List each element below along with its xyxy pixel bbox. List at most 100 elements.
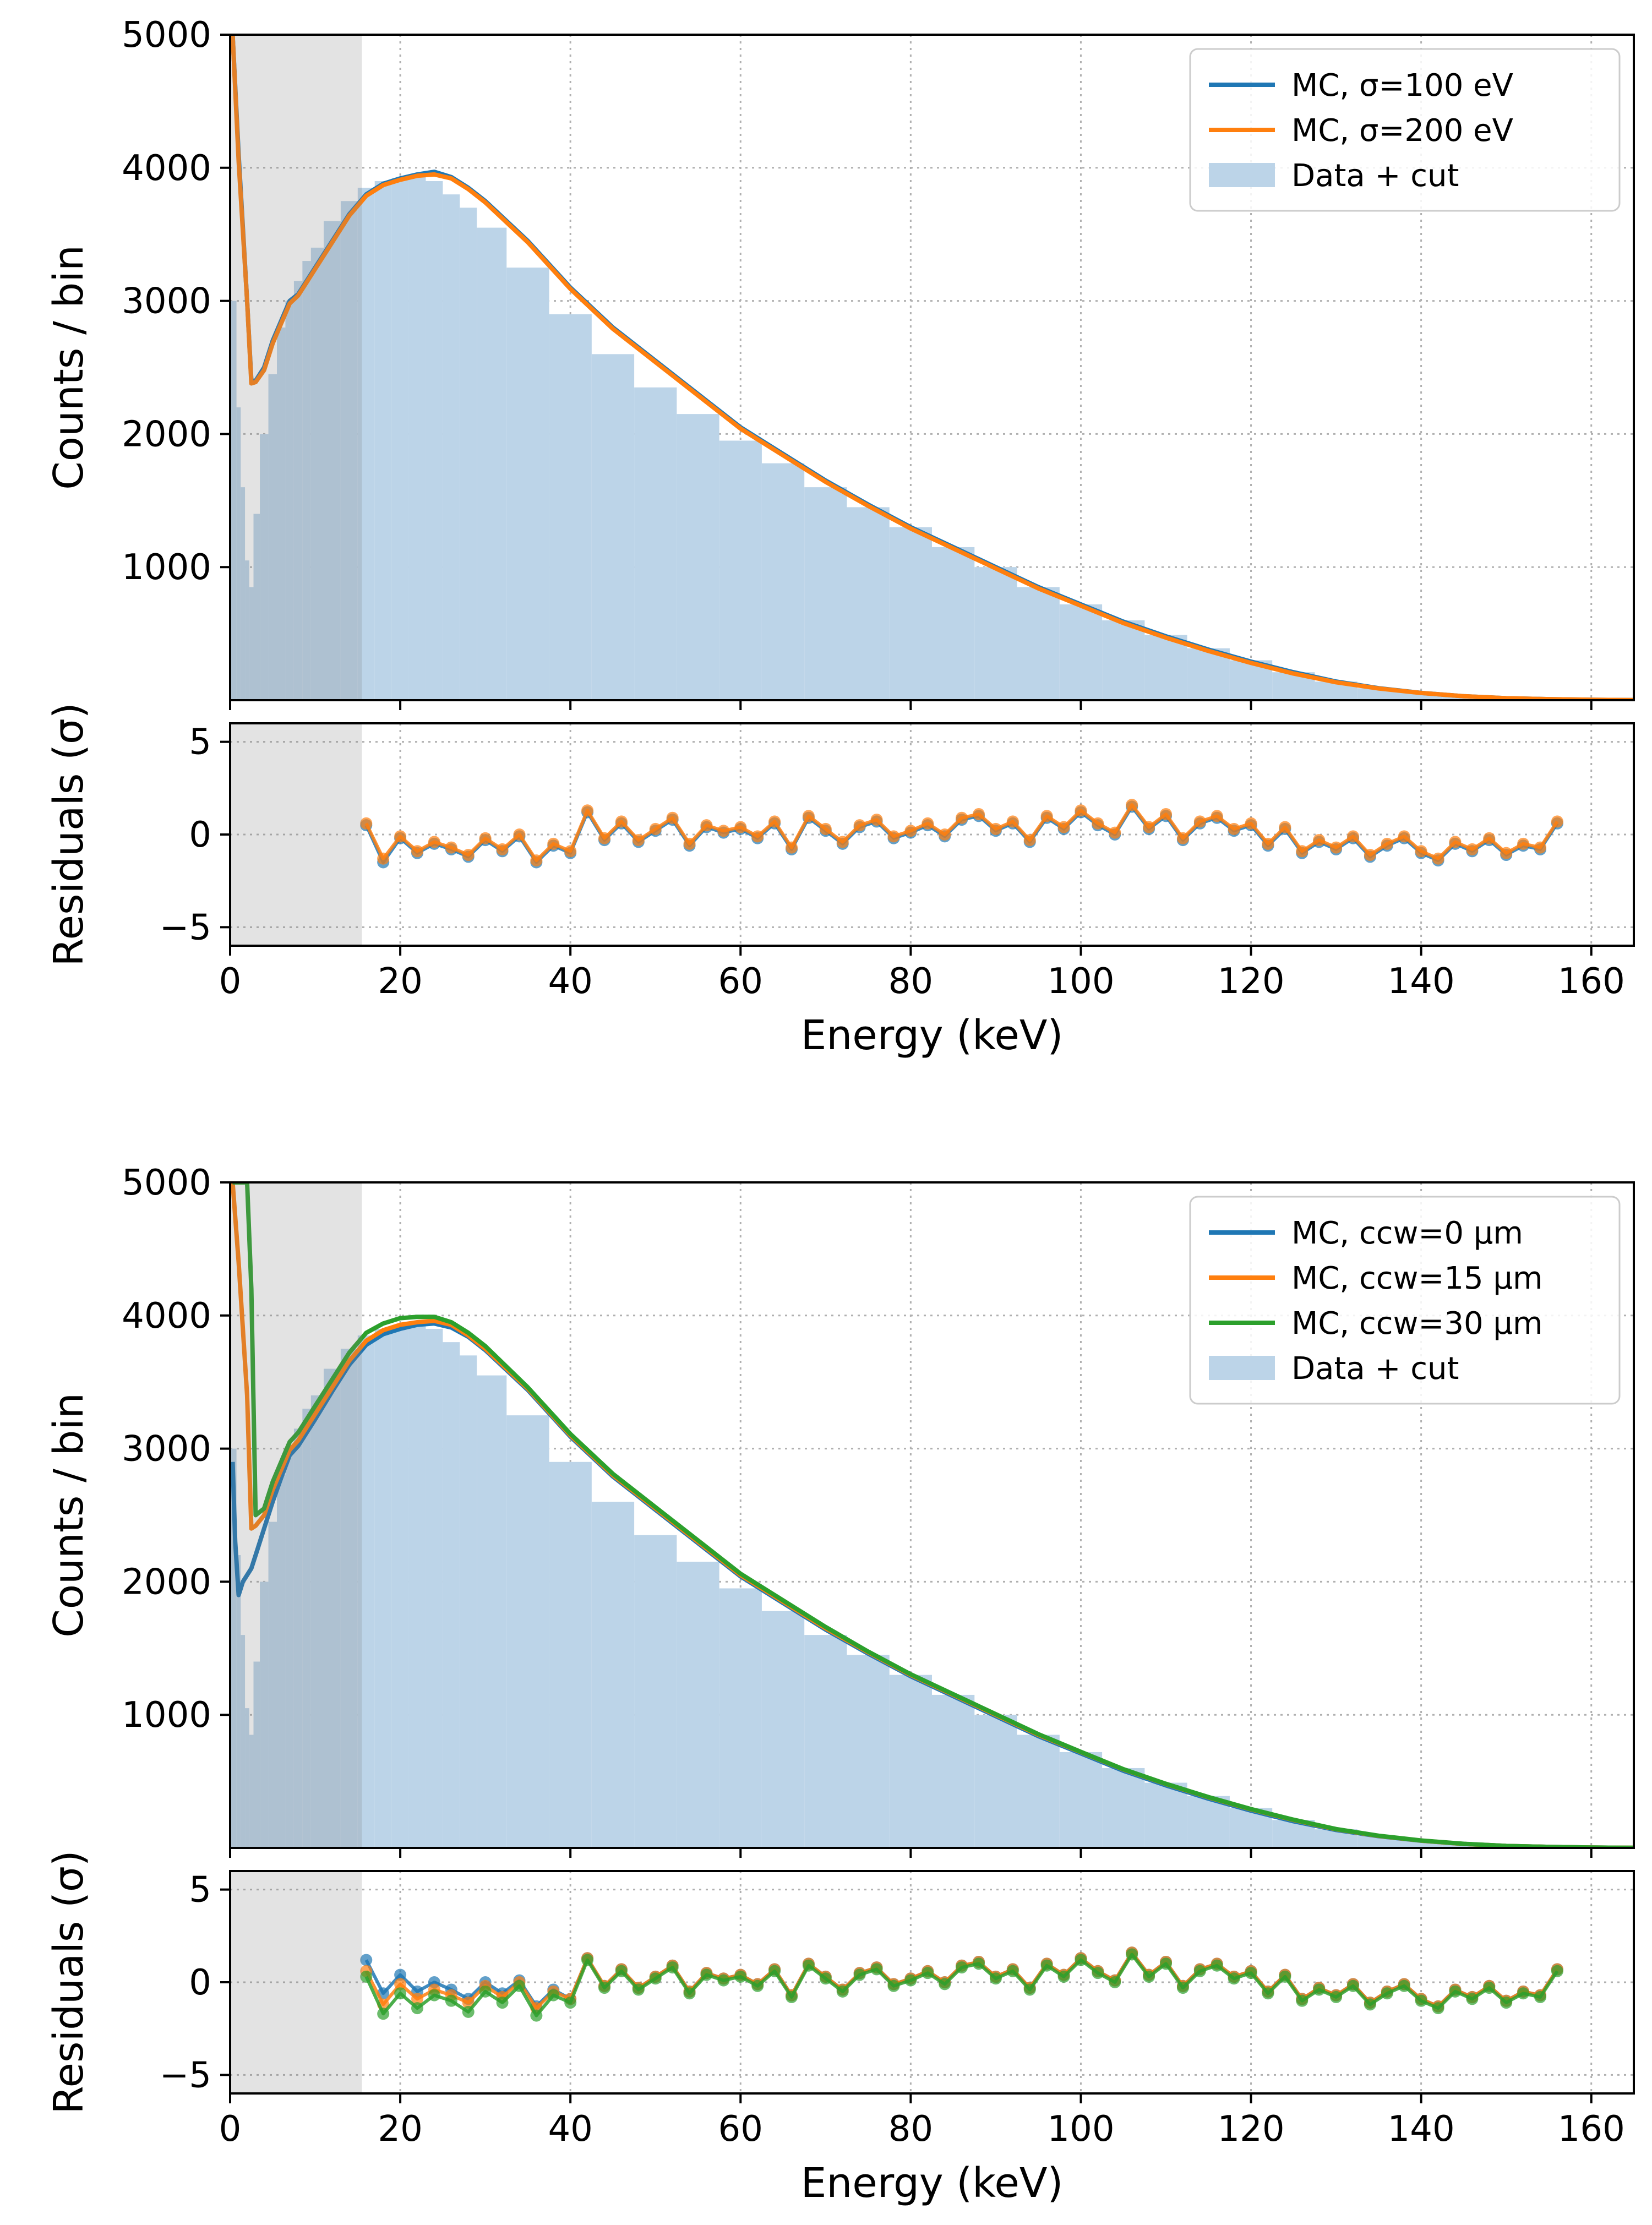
data-histogram-bar (932, 1694, 975, 1848)
x-tick-label: 0 (219, 961, 242, 1002)
data-histogram-bar (443, 1342, 460, 1848)
residual-point (581, 804, 594, 817)
residual-point (1330, 1990, 1343, 2003)
data-histogram-bar (1144, 1782, 1187, 1848)
residual-point (496, 843, 509, 855)
data-histogram-bar (506, 268, 549, 700)
residual-point (547, 1989, 560, 2002)
residual-point (1160, 1957, 1172, 1970)
plot-area (230, 35, 1634, 700)
plot-area (230, 1182, 1634, 1848)
residual-point (632, 1983, 645, 1996)
x-tick-label: 0 (219, 2109, 242, 2150)
residual-point (1415, 845, 1427, 858)
data-histogram-bar (245, 1708, 249, 1848)
data-histogram-bar (302, 261, 311, 700)
residual-point (530, 854, 543, 867)
data-histogram-bar (506, 1415, 549, 1848)
residual-point (786, 1990, 798, 2003)
data-histogram-bar (477, 1375, 507, 1848)
residual-point (1176, 832, 1189, 844)
data-histogram-bar (310, 1395, 324, 1848)
residual-point (1483, 1982, 1496, 1994)
residual-point (513, 828, 526, 841)
bottom-legend: MC, ccw=0 μm MC, ccw=15 μm MC, ccw=30 μm Da… (1189, 1196, 1621, 1405)
residual-point (479, 832, 492, 844)
x-tick-label: 20 (378, 2109, 422, 2150)
data-histogram-bar (426, 1328, 443, 1848)
data-histogram (230, 1322, 1634, 1848)
data-histogram-bar (310, 247, 324, 700)
residual-point (1006, 1965, 1019, 1977)
residual-point (394, 1968, 407, 1981)
residual-point (1245, 817, 1257, 830)
residual-point (1364, 1998, 1376, 2011)
data-histogram-bar (804, 487, 847, 700)
data-histogram-bar (408, 1322, 426, 1848)
y-tick-label: 5000 (122, 1163, 211, 1203)
data-histogram-bar (974, 1715, 1017, 1848)
residual-point (649, 822, 662, 835)
data-histogram-bar (293, 281, 303, 700)
data-histogram-bar (443, 194, 460, 700)
residual-point (615, 815, 628, 828)
residual-point (786, 841, 798, 854)
residual-point (1126, 799, 1138, 811)
residual-point (1228, 822, 1240, 835)
x-tick-label: 120 (1217, 2109, 1284, 2150)
y-tick-label: 0 (189, 1962, 211, 2003)
residual-point (717, 825, 730, 837)
residual-point (1398, 1979, 1410, 1992)
x-tick-label: 40 (548, 961, 592, 1002)
data-histogram-bar (357, 1335, 375, 1848)
residual-point (887, 1979, 900, 1992)
y-axis-label: Counts / bin (45, 245, 92, 490)
data-histogram-bar (236, 1555, 241, 1848)
residual-point (956, 1961, 968, 1974)
residual-point (717, 1974, 730, 1987)
residual-point (1057, 1970, 1070, 1983)
legend-label: MC, σ=100 eV (1291, 68, 1513, 103)
residual-point (1500, 1997, 1513, 2009)
data-histogram-bar (847, 507, 890, 700)
x-axis-label: Energy (keV) (801, 2159, 1064, 2207)
data-histogram-bar (460, 208, 477, 700)
residual-point (768, 1965, 781, 1977)
data-histogram-bar (241, 1635, 246, 1848)
residual-point (462, 1997, 475, 2009)
residual-point (1262, 837, 1274, 850)
residual-point (1466, 843, 1479, 855)
legend-label: MC, σ=200 eV (1291, 113, 1513, 149)
data-histogram-bar (230, 1448, 237, 1848)
residual-point (887, 830, 900, 843)
residual-point (836, 1985, 849, 1998)
x-tick-label: 140 (1388, 2109, 1455, 2150)
residual-point (1279, 1970, 1291, 1983)
data-histogram-bar (391, 178, 409, 700)
residual-point (1449, 836, 1462, 848)
residual-point (598, 832, 610, 844)
data-histogram-bar (847, 1655, 890, 1848)
axes-frame (229, 34, 1635, 701)
axes-frame (229, 1181, 1635, 1849)
residual-point (428, 836, 440, 848)
data-histogram-bar (477, 227, 507, 700)
residual-point (870, 814, 883, 826)
data-histogram-bar (549, 1461, 592, 1848)
residual-point (462, 2005, 475, 2018)
residual-point (1193, 815, 1206, 828)
residual-point (1023, 834, 1036, 847)
residual-point (547, 837, 560, 850)
y-tick-label: 2000 (122, 1562, 211, 1602)
data-histogram-bar (761, 463, 805, 700)
legend-label: Data + cut (1291, 158, 1459, 194)
residual-point (1449, 1985, 1462, 1998)
residual-point (751, 830, 764, 843)
series-points (360, 1948, 1563, 2022)
residual-point (1075, 804, 1087, 817)
residual-point (1466, 1993, 1479, 2005)
residual-point (564, 1997, 577, 2009)
residual-point (734, 1970, 747, 1983)
residual-point (513, 1979, 526, 1992)
data-histogram-bar (1102, 620, 1145, 700)
